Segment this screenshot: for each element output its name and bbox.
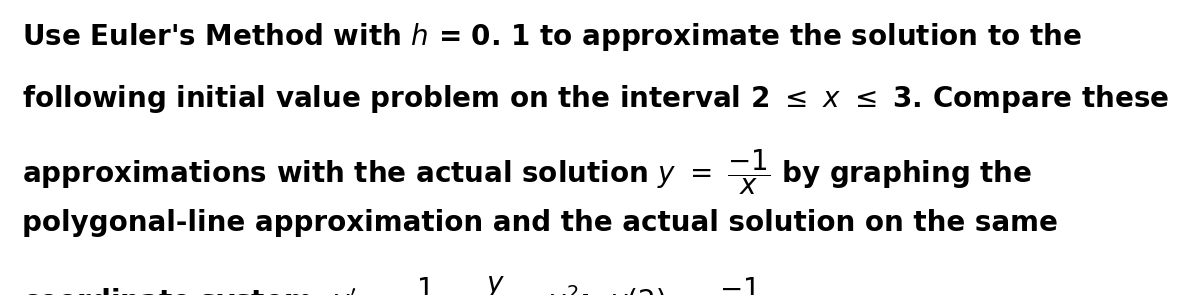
Text: Use Euler's Method with $\mathit{h}$ = 0. 1 to approximate the solution to the: Use Euler's Method with $\mathit{h}$ = 0… xyxy=(22,21,1081,53)
Text: following initial value problem on the interval 2 $\leq$ $\mathit{x}$ $\leq$ 3. : following initial value problem on the i… xyxy=(22,83,1169,114)
Text: polygonal-line approximation and the actual solution on the same: polygonal-line approximation and the act… xyxy=(22,209,1057,237)
Text: approximations with the actual solution $\mathit{y}$ $=$ $\dfrac{-1}{x}$ by grap: approximations with the actual solution … xyxy=(22,148,1032,197)
Text: coordinate system. $\mathit{y'}$ $=$ $\dfrac{1}{x^2}$ $-$ $\dfrac{y}{x}$ $-$ $y^: coordinate system. $\mathit{y'}$ $=$ $\d… xyxy=(22,274,762,295)
